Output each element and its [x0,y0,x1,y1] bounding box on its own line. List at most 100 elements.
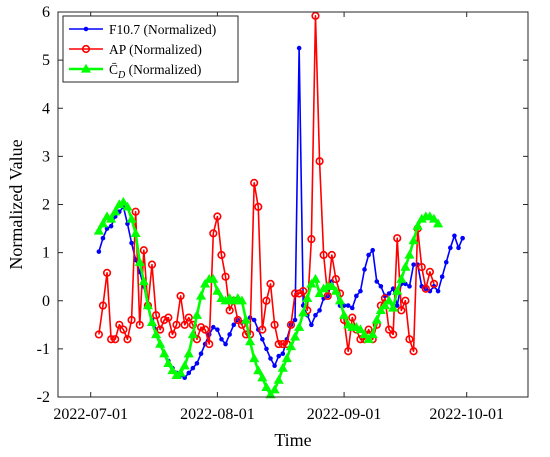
series-2-point [319,250,328,260]
series-3-point [183,348,194,358]
series-1-point [280,351,286,356]
legend-label-suffix: (Normalized) [125,62,201,77]
x-tick-label: 2022-08-01 [180,406,255,423]
series-1-point [219,336,224,342]
series-3-point [363,334,374,343]
series-2-point [176,291,185,301]
series-2-point [250,178,259,187]
legend: F10.7 (Normalized) AP (Normalized) C̄D (No… [62,15,239,83]
series-1-point [386,291,392,296]
series-3-point [273,374,284,384]
series-1-point [251,317,257,323]
series-1-point [198,351,204,356]
series-3-point [339,309,350,319]
series-2-point [254,202,263,212]
series-1-point [276,353,281,359]
series-1-point [215,327,220,332]
legend-label-subscript: D [117,70,126,81]
series-1-point [129,240,134,246]
series-2-point [274,339,283,349]
series-2-point [409,347,418,356]
series-3-point [212,285,223,295]
y-tick-label: 6 [42,4,50,21]
series-3-point [240,314,252,324]
series-2-point [131,207,140,216]
series-3-point [371,314,382,324]
y-axis-title: Normalized Value [6,139,26,269]
series-2-point [139,246,148,255]
series-1-point [186,370,192,376]
y-tick-label: 5 [42,52,50,69]
series-1-point [452,233,457,239]
series-1-point [317,308,322,313]
series-1-point [354,293,359,299]
series-3-group [93,196,444,399]
series-3-point [302,293,313,302]
legend-item: AP (Normalized) [69,42,202,57]
series-3-point [355,324,366,334]
series-1-point [374,279,380,284]
series-2-point [233,315,242,325]
series-3-point [249,353,260,363]
series-1-point [194,361,200,366]
series-1-point [411,262,416,267]
series-2-point [205,339,214,349]
series-2-point [307,235,316,244]
series-1-point [268,356,273,361]
series-2-point [417,262,426,272]
series-2-point [405,335,414,344]
series-2-point [107,335,116,344]
series-3-point [257,372,268,382]
series-1-point [345,303,351,308]
series-3-point [367,329,378,339]
series-3-point [383,295,395,305]
series-1-point [108,223,114,229]
legend-label: AP (Normalized) [109,42,202,57]
series-3-point [253,365,264,375]
series-3-point [97,218,109,228]
legend-label: C̄D (Normalized) [109,62,201,81]
series-2-point [98,301,108,310]
series-2-point [278,339,287,349]
series-2-point [201,325,210,334]
y-tick-label: 4 [42,100,50,117]
series-2-point [266,279,275,289]
series-1-point [309,322,314,328]
series-1-point [349,305,355,311]
series-2-point [237,320,247,329]
x-tick-label: 2022-09-01 [307,406,382,423]
series-1-point [96,249,102,254]
series-1-point [366,252,371,258]
series-3-point [310,273,321,283]
series-3-point [142,300,153,310]
series-1-point [456,245,461,251]
series-2-point [290,289,300,298]
y-tick-label: 0 [42,293,50,310]
legend-item: F10.7 (Normalized) [69,22,216,37]
x-tick-label: 2022-07-01 [53,406,128,423]
series-3-point [122,201,133,211]
series-3-point [277,362,288,372]
series-2-point [286,320,296,329]
series-2-point [393,234,402,243]
series-1-point [292,317,298,323]
legend-label-suffix: (Normalized) [140,22,216,37]
series-1-point [370,247,375,253]
x-tick-label: 2022-10-01 [429,406,504,423]
series-3-point [245,336,256,346]
legend-item: C̄D (Normalized) [69,62,201,81]
series-3-point [179,360,190,370]
series-3-point [265,389,276,399]
series-2-point [344,347,353,356]
series-2-point [160,315,169,325]
series-2-point [221,272,230,281]
series-1-point [296,45,302,51]
x-axis-title: Time [274,430,311,450]
series-3-point [330,285,341,295]
series-1-point [264,346,269,352]
y-tick-label: 1 [42,245,50,262]
series-3-point [396,273,407,283]
legend-label: F10.7 (Normalized) [109,22,216,37]
series-3-point [175,367,186,377]
